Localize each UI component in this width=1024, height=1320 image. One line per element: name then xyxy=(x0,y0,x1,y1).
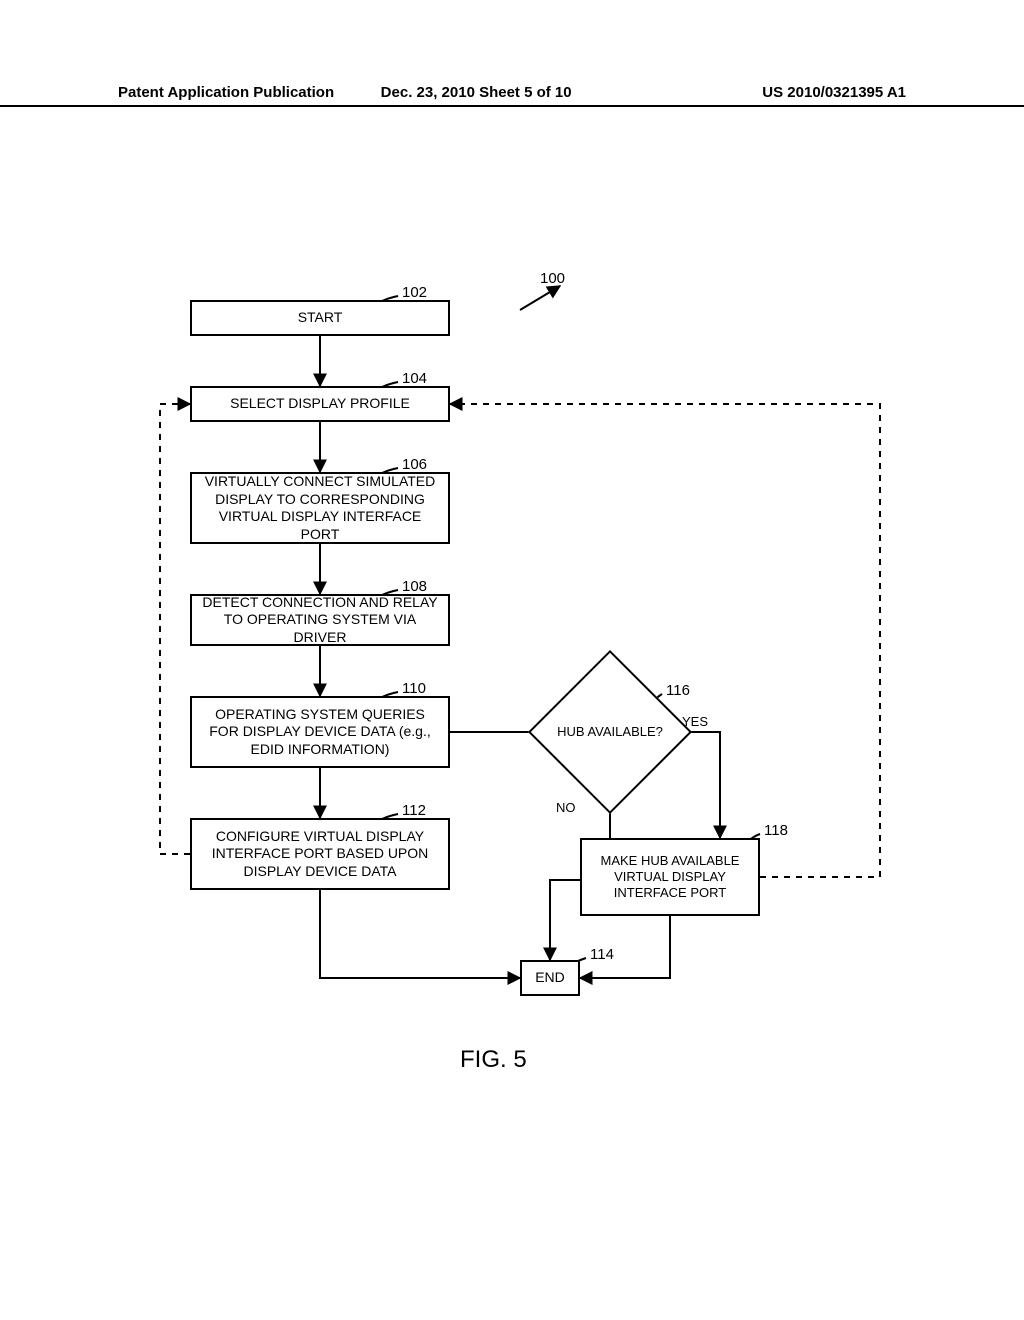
page: Patent Application Publication Dec. 23, … xyxy=(0,0,1024,1320)
flow-connectors-overlay xyxy=(0,0,1024,1320)
